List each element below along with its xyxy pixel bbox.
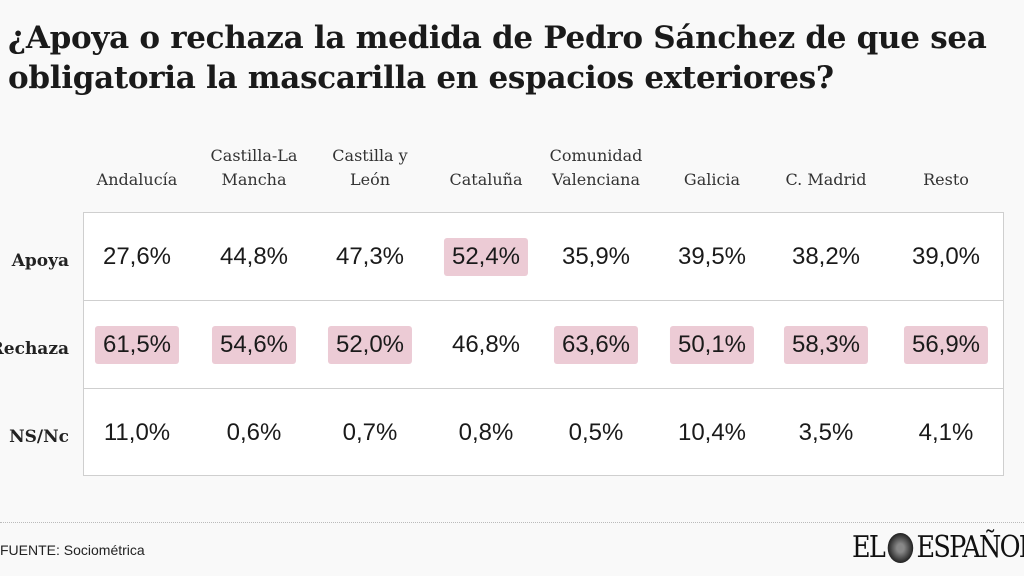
table-cell: 27,6% — [102, 243, 172, 270]
row-header: Rechaza — [0, 339, 69, 359]
table-cell: 58,3% — [783, 326, 869, 364]
chart-title: ¿Apoya o rechaza la medida de Pedro Sánc… — [8, 20, 987, 96]
table-cell: 39,0% — [911, 243, 981, 270]
column-header: Castilla y León — [332, 146, 408, 189]
column-header: Andalucía — [96, 170, 178, 189]
dotted-divider — [0, 522, 1024, 523]
table-cell: 0,8% — [458, 419, 514, 446]
lion-icon — [887, 532, 914, 563]
row-header: Apoya — [11, 251, 69, 271]
source-note: FUENTE: Sociométrica — [0, 542, 145, 558]
table-cell: 44,8% — [219, 243, 289, 270]
column-header: C. Madrid — [785, 170, 867, 189]
column-header: Castilla-La Mancha — [210, 146, 298, 189]
table-cell: 3,5% — [798, 419, 854, 446]
table-cell: 0,7% — [342, 419, 398, 446]
row-divider — [83, 300, 1004, 301]
table-cell: 50,1% — [669, 326, 755, 364]
row-divider — [83, 388, 1004, 389]
table-cell: 63,6% — [553, 326, 639, 364]
table-cell: 46,8% — [451, 331, 521, 358]
row-header: NS/Nc — [9, 427, 69, 447]
table-cell: 35,9% — [561, 243, 631, 270]
table-cell: 0,5% — [568, 419, 624, 446]
column-header: Resto — [923, 170, 969, 189]
table-cell: 11,0% — [103, 419, 171, 446]
table-cell: 54,6% — [211, 326, 297, 364]
table-cell: 4,1% — [918, 419, 974, 446]
table-cell: 39,5% — [677, 243, 747, 270]
table-cell: 52,4% — [443, 238, 529, 276]
column-header: Galicia — [683, 170, 741, 189]
column-header: Comunidad Valenciana — [549, 146, 643, 189]
table-cell: 61,5% — [94, 326, 180, 364]
table-cell: 56,9% — [903, 326, 989, 364]
table-cell: 10,4% — [677, 419, 747, 446]
table-cell: 0,6% — [226, 419, 282, 446]
column-header: Cataluña — [449, 170, 523, 189]
table-cell: 38,2% — [791, 243, 861, 270]
el-espanol-logo: EL ESPAÑOL — [852, 530, 1024, 565]
table-cell: 47,3% — [335, 243, 405, 270]
table-cell: 52,0% — [327, 326, 413, 364]
